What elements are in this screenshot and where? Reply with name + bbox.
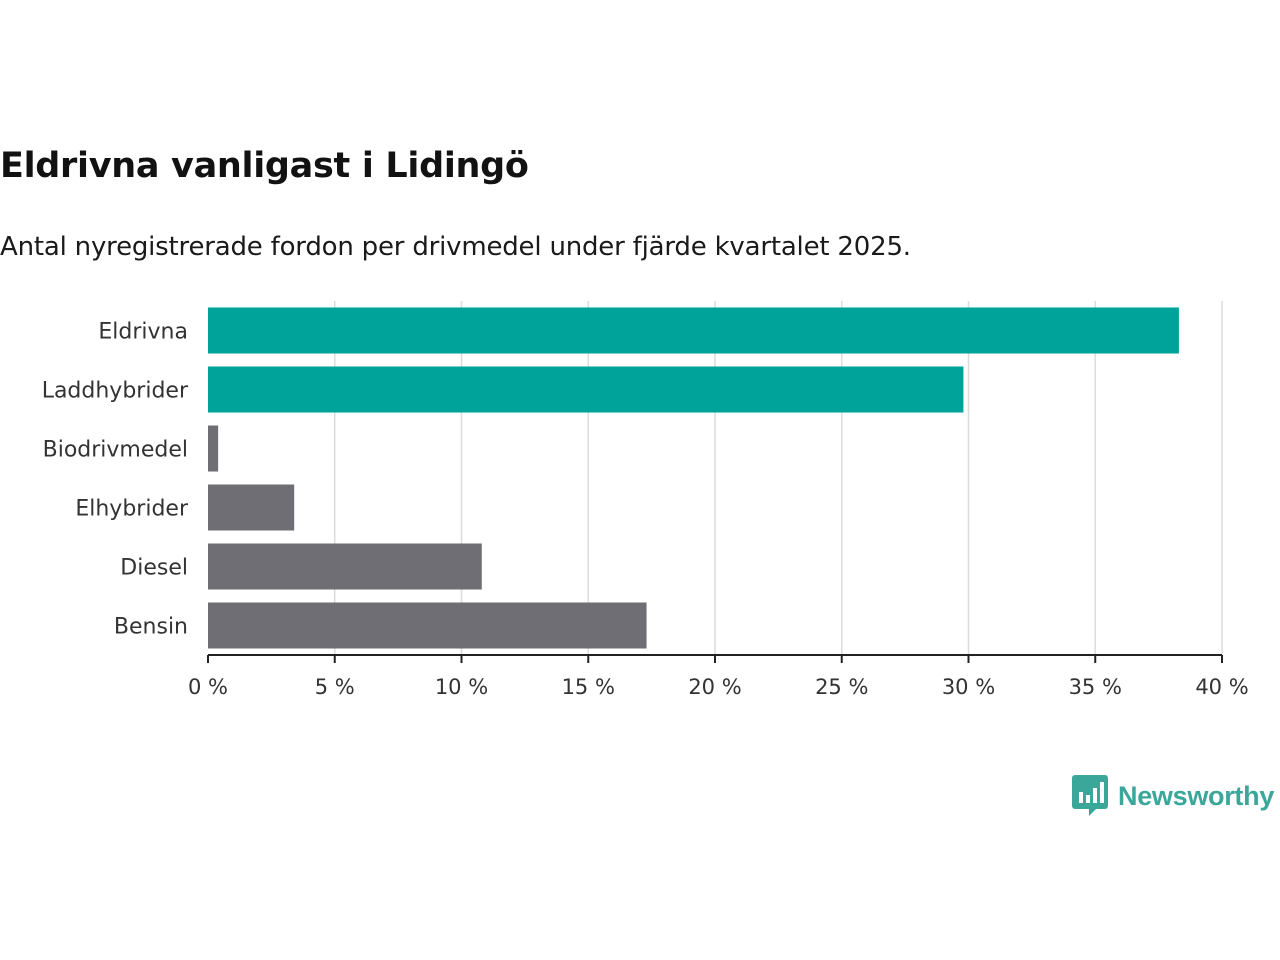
bar-laddhybrider bbox=[208, 366, 964, 413]
category-label: Diesel bbox=[120, 556, 188, 581]
bar-elhybrider bbox=[208, 484, 295, 531]
x-tick-label: 5 % bbox=[315, 675, 355, 699]
bar-bensin bbox=[208, 602, 647, 649]
newsworthy-brand: Newsworthy bbox=[1072, 775, 1274, 817]
x-tick-label: 25 % bbox=[815, 675, 868, 699]
x-tick-label: 10 % bbox=[435, 675, 488, 699]
category-label: Biodrivmedel bbox=[43, 438, 188, 463]
x-axis: 0 % 5 % 10 % 15 % 20 % 25 % 30 % 35 % 40 % bbox=[188, 654, 1249, 699]
bar-biodrivmedel bbox=[208, 425, 219, 472]
bar-diesel bbox=[208, 543, 482, 590]
newsworthy-logo-icon bbox=[1072, 775, 1108, 816]
category-label: Laddhybrider bbox=[42, 379, 189, 404]
x-tick-label: 20 % bbox=[688, 675, 741, 699]
category-labels: Eldrivna Laddhybrider Biodrivmedel Elhybrid… bbox=[42, 320, 189, 640]
x-tick-label: 30 % bbox=[942, 675, 995, 699]
category-label: Elhybrider bbox=[75, 497, 189, 522]
chart-title: Eldrivna vanligast i Lidingö bbox=[0, 146, 529, 186]
bar-eldrivna bbox=[208, 307, 1179, 354]
x-tick-label: 40 % bbox=[1195, 675, 1248, 699]
category-label: Bensin bbox=[114, 615, 188, 640]
x-tick-label: 0 % bbox=[188, 675, 228, 699]
x-tick-label: 15 % bbox=[562, 675, 615, 699]
chart-subtitle: Antal nyregistrerade fordon per drivmede… bbox=[0, 232, 911, 262]
bars bbox=[208, 307, 1179, 649]
gridlines bbox=[334, 301, 1223, 655]
x-tick-label: 35 % bbox=[1069, 675, 1122, 699]
category-label: Eldrivna bbox=[98, 320, 188, 345]
brand-name: Newsworthy bbox=[1118, 780, 1275, 811]
